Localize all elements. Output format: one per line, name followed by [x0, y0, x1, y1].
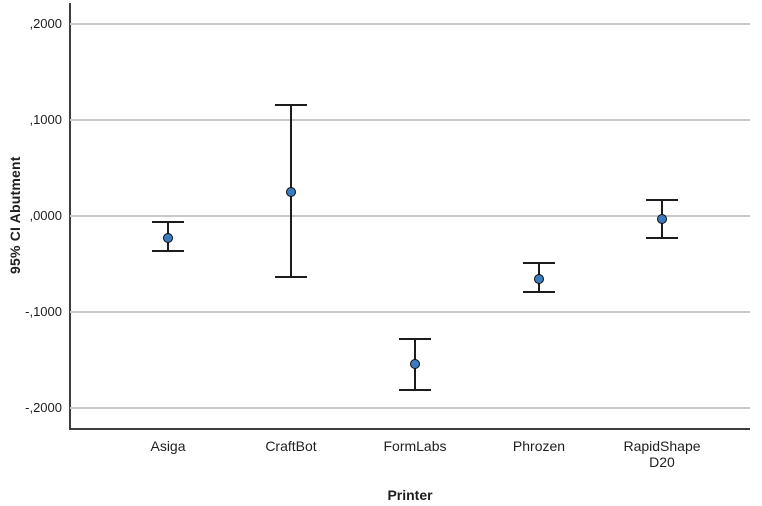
error-bar-cap-top	[399, 337, 431, 340]
y-tick-label: -,1000	[25, 304, 62, 319]
x-category-label: Asiga	[150, 438, 186, 454]
mean-point	[656, 214, 667, 225]
error-bar-cap-top	[152, 220, 184, 223]
error-bar-cap-bottom	[646, 237, 678, 240]
error-bar-cap-bottom	[523, 290, 555, 293]
x-category-label: Phrozen	[512, 438, 566, 454]
error-bar-cap-top	[275, 103, 307, 106]
y-tick-label: -,2000	[25, 400, 62, 415]
error-bar-cap-bottom	[399, 388, 431, 391]
y-tick-label: ,2000	[29, 16, 62, 31]
gridline	[70, 407, 750, 409]
gridline	[70, 23, 750, 25]
gridline	[70, 215, 750, 217]
mean-point	[533, 273, 544, 284]
gridline	[70, 119, 750, 121]
x-category-label: CraftBot	[265, 438, 317, 454]
error-bar-cap-bottom	[152, 249, 184, 252]
error-bar-cap-top	[523, 262, 555, 265]
x-axis-line	[69, 428, 750, 430]
mean-point	[285, 186, 296, 197]
gridline	[70, 311, 750, 313]
error-bar-cap-top	[646, 198, 678, 201]
x-category-label: RapidShape D20	[623, 438, 701, 470]
x-axis-title: Printer	[387, 487, 433, 503]
mean-point	[409, 359, 420, 370]
y-tick-label: ,1000	[29, 112, 62, 127]
x-category-label: FormLabs	[383, 438, 447, 454]
error-bar-cap-bottom	[275, 276, 307, 279]
mean-point	[162, 232, 173, 243]
y-tick-label: ,0000	[29, 208, 62, 223]
